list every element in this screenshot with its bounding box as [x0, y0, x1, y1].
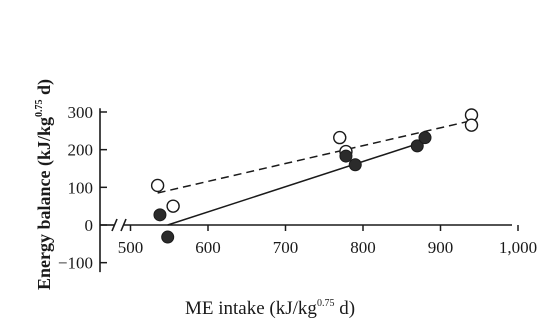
open-circle-point — [150, 178, 165, 193]
axes — [99, 108, 519, 273]
fit-lines — [157, 119, 472, 226]
filled-circle-point — [153, 208, 167, 222]
open-circle-point — [166, 199, 180, 213]
open-circle-point — [333, 130, 347, 145]
axis-break-mark — [111, 218, 118, 232]
x-tick-label: 1,000 — [499, 238, 537, 257]
filled-circle-point — [348, 158, 362, 172]
tick-labels: −100 0 100 200 300 500 600 700 800 900 1,000 — [58, 103, 537, 273]
y-tick-label: 200 — [68, 141, 94, 160]
x-tick-label: 600 — [195, 238, 221, 257]
solid-fit-line — [167, 140, 426, 226]
filled-circle-point — [410, 139, 424, 153]
y-tick-label: 0 — [85, 216, 94, 235]
x-tick-label: 700 — [273, 238, 299, 257]
x-tick-label: 500 — [118, 238, 144, 257]
x-axis-title: ME intake (kJ/kg0.75 d) — [185, 298, 355, 319]
dashed-fit-line — [157, 119, 472, 194]
filled-circle-point — [418, 131, 432, 145]
filled-circle-point — [161, 230, 175, 244]
y-axis-title: Energy balance (kJ/kg0.75 d) — [34, 79, 55, 290]
filled-circle-point — [339, 149, 353, 163]
y-tick-label: −100 — [58, 254, 93, 273]
axis-break-mark — [120, 218, 127, 232]
y-tick-label: 300 — [68, 103, 94, 122]
data-points — [150, 108, 479, 244]
y-tick-label: 100 — [68, 178, 94, 197]
x-tick-label: 900 — [428, 238, 454, 257]
open-circle-point — [464, 118, 479, 132]
x-tick-label: 800 — [350, 238, 376, 257]
